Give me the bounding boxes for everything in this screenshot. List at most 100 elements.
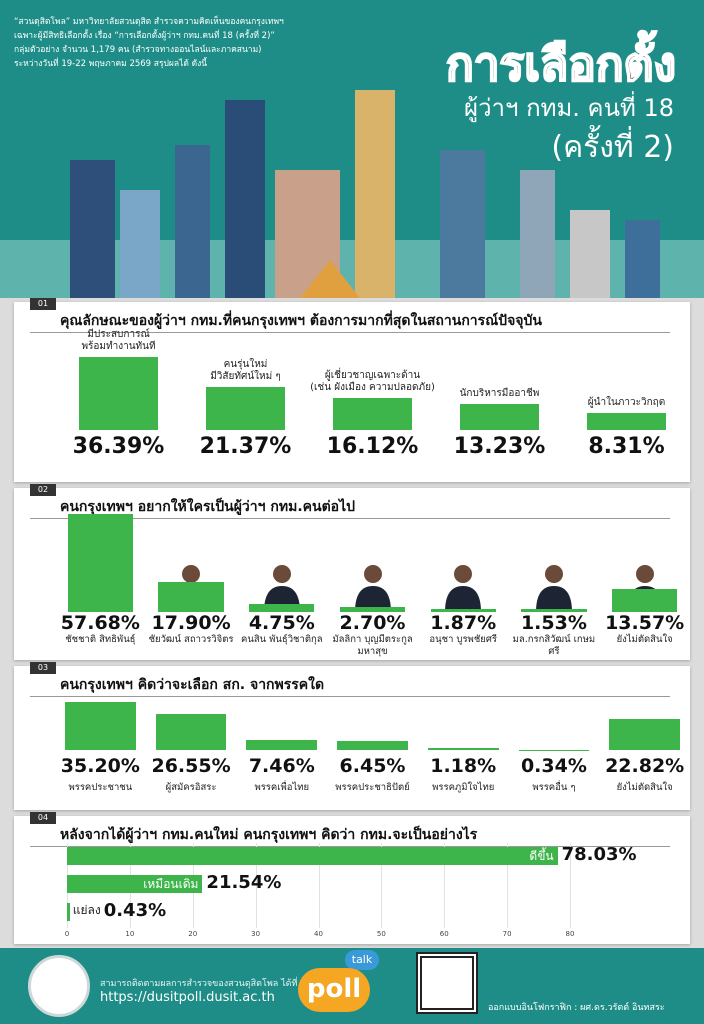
tower xyxy=(355,90,395,298)
category-label: อนุชา บูรพชัยศรี xyxy=(429,634,497,645)
temple xyxy=(300,260,360,298)
qr-code xyxy=(416,952,478,1014)
credit: ออกแบบอินโฟกราฟิก : ผศ.ดร.วรัตต์ อินทสระ xyxy=(488,1003,665,1013)
head xyxy=(454,565,473,583)
building xyxy=(625,220,660,298)
category-label: พรรคเพื่อไทย xyxy=(254,782,310,793)
value-label: 2.70% xyxy=(339,612,406,634)
grid-line xyxy=(255,843,257,928)
bar xyxy=(67,513,133,612)
body xyxy=(445,586,482,612)
candidate-photo xyxy=(354,565,391,612)
univ-logo xyxy=(28,955,90,1017)
value-label: 57.68% xyxy=(60,612,140,634)
grid-line xyxy=(381,843,383,928)
category-label: แย่ลง xyxy=(72,903,101,917)
value-label: 26.55% xyxy=(151,755,231,777)
bar xyxy=(206,387,285,430)
value-label: 17.90% xyxy=(151,612,231,634)
section-number: 04 xyxy=(30,812,56,824)
category-label: เหมือนเดิม xyxy=(143,877,199,891)
bar xyxy=(246,739,318,750)
main-title: การเลือกตั้ง xyxy=(445,36,677,92)
x-tick-label: 80 xyxy=(565,930,575,938)
category-label: ผู้นำในภาวะวิกฤต xyxy=(587,397,666,409)
grid-line xyxy=(507,843,509,928)
category-label: ผู้สมัครอิสระ xyxy=(165,782,217,793)
value-label: 21.37% xyxy=(199,434,292,459)
candidate-photo xyxy=(535,565,572,612)
bar xyxy=(427,748,499,750)
building xyxy=(175,145,210,298)
section-number: 02 xyxy=(30,484,56,496)
x-tick-label: 70 xyxy=(502,930,512,938)
bar xyxy=(587,413,666,430)
section-title: คนกรุงเทพฯ อยากให้ใครเป็นผู้ว่าฯ กทม.คนต… xyxy=(60,499,355,515)
value-label: 22.82% xyxy=(605,755,685,777)
value-label: 1.18% xyxy=(430,755,497,777)
head xyxy=(272,565,291,583)
category-label: ดีขึ้น xyxy=(529,849,554,863)
category-label: นักบริหารมืออาชีพ xyxy=(459,387,540,399)
section-number: 01 xyxy=(30,298,56,310)
bar xyxy=(521,609,587,612)
intro-line: เฉพาะผู้มีสิทธิเลือกตั้ง เรื่อง “การเลือ… xyxy=(14,31,275,41)
grid-line xyxy=(318,843,320,928)
grid-line xyxy=(570,843,571,928)
bar xyxy=(460,403,539,430)
follow-text: สามารถติดตามผลการสำรวจของสวนดุสิตโพล ได้… xyxy=(100,979,298,989)
value-label: 0.34% xyxy=(520,755,587,777)
category-label: พรรคภูมิใจไทย xyxy=(432,782,495,793)
building xyxy=(570,210,610,298)
bar xyxy=(609,719,680,750)
head xyxy=(544,565,563,583)
intro-line: กลุ่มตัวอย่าง จำนวน 1,179 คน (สำรวจทางออ… xyxy=(14,45,262,55)
x-tick-label: 20 xyxy=(188,930,198,938)
candidate-photo xyxy=(445,565,482,612)
category-label: พรรคอื่น ๆ xyxy=(532,782,576,793)
category-label: พรรคประชาธิปัตย์ xyxy=(335,782,410,793)
value-label: 36.39% xyxy=(72,434,165,459)
building xyxy=(120,190,160,298)
section-rule xyxy=(30,518,670,519)
category-label: มัลลิกา บุญมีตระกูล มหาสุข xyxy=(332,634,413,657)
intro-line: ระหว่างวันที่ 19-22 พฤษภาคม 2569 สรุปผลไ… xyxy=(14,59,208,69)
building xyxy=(225,100,265,298)
section-title: คนกรุงเทพฯ คิดว่าจะเลือก สก. จากพรรคใด xyxy=(60,677,325,693)
x-tick-label: 10 xyxy=(125,930,135,938)
value-label: 6.45% xyxy=(339,755,406,777)
intro-line: “สวนดุสิตโพล” มหาวิทยาลัยสวนดุสิต สำรวจค… xyxy=(14,17,284,27)
section-rule xyxy=(30,332,670,333)
bar xyxy=(79,357,158,430)
logo-talk: talk xyxy=(345,950,379,970)
bar xyxy=(337,741,408,750)
category-label: ผู้เชี่ยวชาญเฉพาะด้าน (เช่น ผังเมือง ควา… xyxy=(310,369,435,393)
building xyxy=(70,160,115,298)
bar xyxy=(155,714,227,750)
value-label: 35.20% xyxy=(60,755,140,777)
x-tick-label: 30 xyxy=(251,930,261,938)
head xyxy=(635,565,654,583)
bar xyxy=(67,847,558,865)
category-label: มล.กรกสิวัฒน์ เกษมศรี xyxy=(512,634,596,657)
url[interactable]: https://dusitpoll.dusit.ac.th xyxy=(100,990,275,1005)
value-label: 1.53% xyxy=(520,612,587,634)
value-label: 13.23% xyxy=(453,434,546,459)
logo-poll: poll xyxy=(298,968,370,1012)
bar xyxy=(67,875,203,893)
category-label: ชัยวัฒน์ สถาวรวิจิตร xyxy=(148,634,234,645)
value-label: 21.54% xyxy=(206,872,282,893)
bar xyxy=(611,588,678,612)
head xyxy=(182,565,201,583)
bar xyxy=(249,603,315,612)
bar xyxy=(64,702,136,750)
bar xyxy=(67,903,70,921)
x-tick-label: 0 xyxy=(64,930,70,938)
value-label: 1.87% xyxy=(430,612,497,634)
label-row: แย่ลง 0.43% xyxy=(73,900,166,921)
bar xyxy=(430,608,496,612)
building xyxy=(520,170,555,298)
value-label: 0.43% xyxy=(103,900,167,921)
bar xyxy=(158,581,224,612)
category-label: ชัชชาติ สิทธิพันธุ์ xyxy=(65,634,136,645)
